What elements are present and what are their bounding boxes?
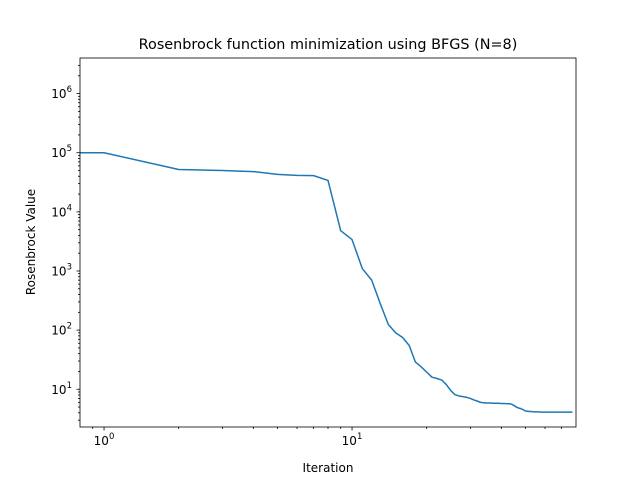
- y-tick-label: 103: [51, 262, 72, 278]
- y-tick-label: 101: [51, 381, 72, 397]
- plot-frame: [79, 57, 577, 428]
- x-tick-label: 100: [94, 432, 115, 448]
- tick-group: 100 101 101 102 103 104 105 106: [51, 64, 563, 448]
- y-axis-label: Rosenbrock Value: [24, 189, 38, 295]
- y-tick-label: 104: [51, 203, 72, 219]
- x-tick-label: 101: [342, 432, 363, 448]
- series-line: [79, 151, 573, 413]
- x-axis-label: Iteration: [303, 461, 354, 475]
- chart-title: Rosenbrock function minimization using B…: [139, 37, 518, 53]
- y-tick-label: 102: [51, 322, 72, 338]
- y-tick-label: 106: [51, 85, 72, 101]
- y-tick-label: 105: [51, 144, 72, 160]
